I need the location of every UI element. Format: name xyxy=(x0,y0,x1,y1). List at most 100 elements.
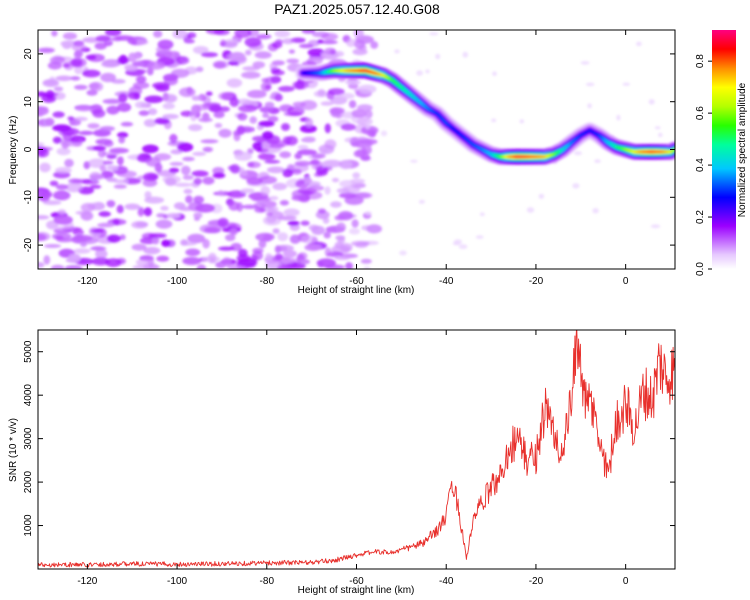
x-tick-label: 0 xyxy=(623,576,629,587)
noise-blob xyxy=(143,246,161,255)
noise-blob xyxy=(255,232,275,242)
noise-blob xyxy=(134,101,147,109)
noise-blob xyxy=(116,258,126,265)
noise-blob xyxy=(97,222,115,228)
noise-blob xyxy=(267,206,279,213)
noise-blob xyxy=(294,160,312,167)
noise-blob xyxy=(272,228,280,234)
noise-blob xyxy=(181,165,191,176)
noise-speck xyxy=(425,69,430,74)
x-tick-label: -20 xyxy=(529,276,544,287)
noise-blob xyxy=(182,156,195,162)
noise-speck xyxy=(399,250,407,256)
noise-blob xyxy=(185,248,201,257)
noise-blob xyxy=(352,48,368,56)
noise-blob xyxy=(307,48,325,57)
noise-speck xyxy=(380,130,388,137)
noise-blob xyxy=(162,113,179,120)
noise-blob xyxy=(301,30,316,34)
noise-speck xyxy=(526,207,535,213)
noise-blob xyxy=(305,117,314,128)
noise-blob xyxy=(340,123,356,131)
noise-blob xyxy=(256,34,272,40)
noise-blob xyxy=(324,47,336,55)
noise-blob xyxy=(80,211,94,221)
noise-blob xyxy=(322,159,343,168)
noise-blob xyxy=(122,177,142,185)
noise-blob xyxy=(147,174,159,180)
noise-blob xyxy=(262,131,274,140)
noise-blob xyxy=(46,220,59,230)
noise-blob xyxy=(89,174,105,180)
noise-blob xyxy=(277,264,293,269)
noise-blob xyxy=(192,151,207,156)
noise-blob xyxy=(352,172,361,179)
noise-blob xyxy=(217,190,224,196)
noise-blob xyxy=(266,166,285,174)
noise-blob xyxy=(190,112,198,122)
noise-blob xyxy=(80,202,96,212)
noise-blob xyxy=(99,126,115,132)
noise-blob xyxy=(91,246,105,251)
noise-blob xyxy=(40,190,53,198)
noise-blob xyxy=(336,187,350,194)
noise-blob xyxy=(277,215,297,221)
colorbar-tick-label: 0.0 xyxy=(695,262,706,276)
noise-blob xyxy=(168,167,180,173)
noise-blob xyxy=(132,61,145,67)
noise-blob xyxy=(300,220,310,226)
noise-blob xyxy=(183,188,193,194)
x-tick-label: -80 xyxy=(260,576,275,587)
noise-blob xyxy=(271,69,285,76)
noise-blob xyxy=(196,104,210,111)
noise-blob xyxy=(49,76,56,85)
noise-blob xyxy=(182,175,194,180)
noise-blob xyxy=(143,119,157,127)
snr-y-ticks: 1000 2000 3000 4000 5000 xyxy=(23,340,675,537)
noise-blob xyxy=(116,170,137,178)
noise-speck xyxy=(594,159,601,164)
noise-blob xyxy=(324,139,337,150)
noise-blob xyxy=(282,38,295,45)
noise-blob xyxy=(62,32,78,40)
x-tick-label: -60 xyxy=(349,576,364,587)
noise-blob xyxy=(331,177,340,183)
noise-blob xyxy=(348,100,357,109)
noise-blob xyxy=(162,73,179,82)
noise-blob xyxy=(246,89,267,99)
noise-blob xyxy=(323,231,331,239)
noise-blob xyxy=(74,84,88,90)
noise-blob xyxy=(153,30,163,38)
noise-blob xyxy=(198,117,213,123)
noise-speck xyxy=(654,126,661,130)
noise-blob xyxy=(338,159,353,170)
noise-blob xyxy=(355,192,373,199)
noise-speck xyxy=(479,212,485,217)
noise-blob xyxy=(114,35,135,41)
noise-blob xyxy=(144,191,152,199)
noise-blob xyxy=(98,211,111,217)
noise-blob xyxy=(43,255,51,265)
noise-blob xyxy=(68,253,81,263)
x-tick-label: -60 xyxy=(349,276,364,287)
noise-blob xyxy=(57,209,66,216)
noise-blob xyxy=(135,258,152,266)
noise-blob xyxy=(174,182,193,187)
noise-blob xyxy=(258,239,267,249)
noise-blob xyxy=(155,219,173,229)
noise-speck xyxy=(364,211,372,216)
noise-blob xyxy=(205,30,225,35)
noise-blob xyxy=(202,176,215,185)
y-tick-label: 2000 xyxy=(23,471,34,494)
noise-blob xyxy=(132,81,150,89)
noise-blob xyxy=(38,215,50,220)
noise-blob xyxy=(182,257,202,265)
noise-blob xyxy=(334,241,344,249)
noise-blob xyxy=(38,142,45,147)
noise-blob xyxy=(124,65,138,72)
noise-blob xyxy=(39,162,51,173)
noise-blob xyxy=(254,207,266,213)
noise-blob xyxy=(78,130,94,136)
noise-blob xyxy=(100,72,116,83)
noise-blob xyxy=(299,259,310,265)
